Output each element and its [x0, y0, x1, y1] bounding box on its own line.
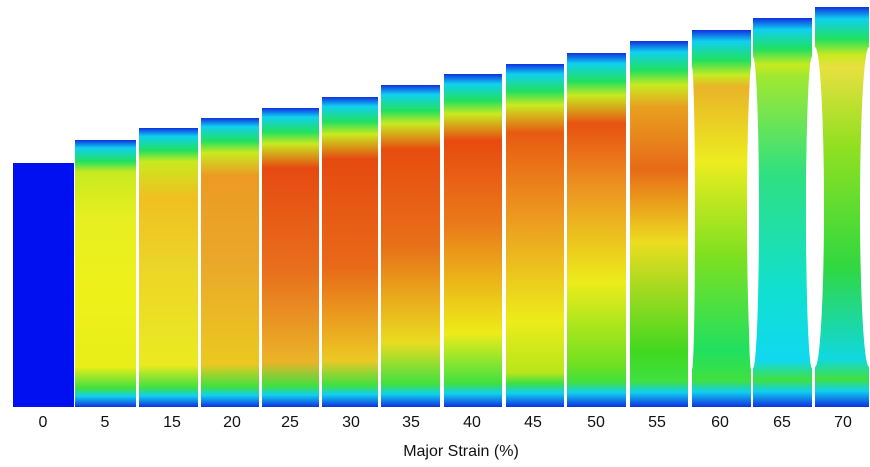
strain-label: 35 — [402, 414, 420, 431]
strain-label: 20 — [223, 414, 241, 431]
specimen — [567, 53, 626, 407]
strain-label: 65 — [773, 414, 791, 431]
strain-label: 30 — [342, 414, 360, 431]
specimen — [381, 85, 440, 407]
strain-label: 40 — [463, 414, 481, 431]
strain-label: 5 — [101, 414, 110, 431]
neck-edge — [806, 47, 824, 367]
strain-label: 0 — [39, 414, 48, 431]
specimen — [506, 64, 564, 407]
specimen — [139, 128, 198, 407]
strain-label: 70 — [834, 414, 852, 431]
specimen — [692, 30, 751, 407]
specimen — [13, 163, 74, 407]
specimen — [322, 97, 378, 407]
specimen — [201, 118, 259, 407]
axis-label: Major Strain (%) — [403, 443, 519, 460]
strain-label: 45 — [524, 414, 542, 431]
specimen — [444, 74, 502, 407]
strain-label: 55 — [648, 414, 666, 431]
neck-edge — [689, 67, 695, 370]
specimen — [262, 108, 319, 407]
specimen — [75, 140, 136, 407]
strain-label: 50 — [587, 414, 605, 431]
neck-edge — [860, 47, 870, 367]
neck-edge — [747, 56, 759, 369]
specimen — [630, 41, 688, 407]
strain-label: 25 — [281, 414, 299, 431]
strain-label: 60 — [711, 414, 729, 431]
specimen — [753, 18, 812, 407]
strain-label: 15 — [163, 414, 181, 431]
